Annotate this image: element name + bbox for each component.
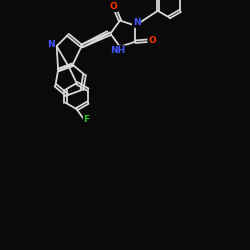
Text: N: N [133,18,140,27]
Text: F: F [84,115,90,124]
Text: O: O [148,36,156,45]
Text: NH: NH [110,46,125,55]
Text: O: O [110,2,118,11]
Text: N: N [47,40,55,50]
